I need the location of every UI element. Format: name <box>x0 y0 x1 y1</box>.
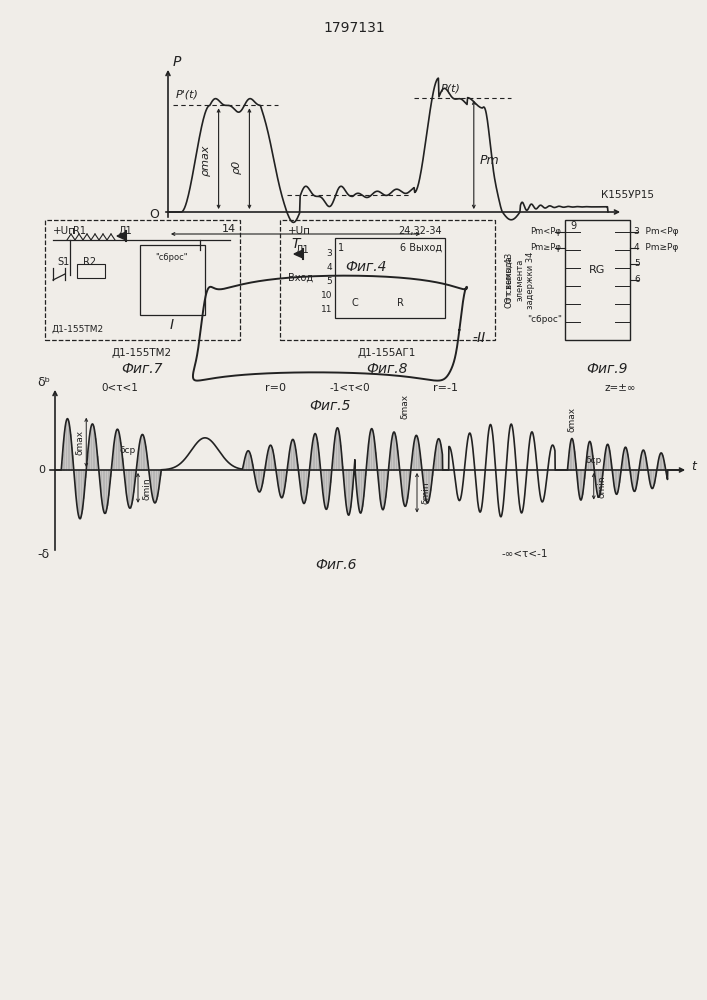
Text: 0<τ<1: 0<τ<1 <box>102 383 139 393</box>
Text: S1: S1 <box>57 257 69 267</box>
Text: δᵇ: δᵇ <box>37 376 50 389</box>
Bar <box>280 220 495 340</box>
Text: Pm≥Pφ: Pm≥Pφ <box>530 243 561 252</box>
Text: 11: 11 <box>320 304 332 314</box>
Text: δmin: δmin <box>597 475 607 498</box>
Text: -1<τ<0: -1<τ<0 <box>329 383 370 393</box>
Text: 4: 4 <box>327 262 332 271</box>
Polygon shape <box>294 250 303 258</box>
Bar <box>335 238 445 318</box>
Bar <box>140 245 205 315</box>
Text: 5: 5 <box>326 276 332 286</box>
Text: r=-1: r=-1 <box>433 383 457 393</box>
Text: Вход: Вход <box>288 273 313 283</box>
Text: +Uп: +Uп <box>288 226 311 236</box>
Text: 0: 0 <box>38 465 45 475</box>
Text: 9: 9 <box>570 221 576 231</box>
Text: P'(t): P'(t) <box>176 89 199 99</box>
Text: Д1: Д1 <box>118 226 132 236</box>
Text: -∞<τ<-1: -∞<τ<-1 <box>502 549 548 559</box>
Text: 5: 5 <box>634 259 640 268</box>
Text: 3  Pm<Pφ: 3 Pm<Pφ <box>634 228 679 236</box>
Text: 4  Pm≥Pφ: 4 Pm≥Pφ <box>634 243 679 252</box>
Text: 1797131: 1797131 <box>323 21 385 35</box>
Text: Д1-155АГ1: Д1-155АГ1 <box>358 348 416 358</box>
Text: ρmax: ρmax <box>201 144 211 176</box>
Text: δmin: δmin <box>142 477 151 500</box>
Text: Фиг.6: Фиг.6 <box>315 558 357 572</box>
Text: C: C <box>351 298 358 308</box>
Text: Фиг.8: Фиг.8 <box>366 362 408 376</box>
Text: -II: -II <box>472 331 485 345</box>
Text: δmax: δmax <box>567 407 576 432</box>
Text: Фиг.5: Фиг.5 <box>309 399 351 413</box>
Text: O: O <box>149 209 159 222</box>
Text: R: R <box>397 298 404 308</box>
Text: t: t <box>691 460 696 473</box>
Bar <box>77 264 105 278</box>
Text: 10: 10 <box>320 290 332 300</box>
Text: 14: 14 <box>222 224 236 234</box>
Text: ρ0: ρ0 <box>231 159 241 174</box>
Text: Pm<Pφ: Pm<Pφ <box>530 228 561 236</box>
Text: P: P <box>173 55 182 69</box>
Text: 24,32-34: 24,32-34 <box>398 226 442 236</box>
Text: Д1-155ТМ2: Д1-155ТМ2 <box>112 348 172 358</box>
Text: От схемы 43: От схемы 43 <box>506 252 515 308</box>
Text: R2: R2 <box>83 257 97 267</box>
Text: "сброс": "сброс" <box>527 316 563 324</box>
Text: Фиг.4: Фиг.4 <box>345 260 387 274</box>
Text: 6: 6 <box>634 275 640 284</box>
Text: δcp: δcp <box>586 456 602 465</box>
Text: Фиг.7: Фиг.7 <box>121 362 163 376</box>
Text: T: T <box>291 237 300 251</box>
Text: +Uп: +Uп <box>53 226 76 236</box>
Text: "сброс": "сброс" <box>156 253 188 262</box>
Text: I: I <box>170 318 174 332</box>
Text: 6 Выход: 6 Выход <box>400 243 442 253</box>
Text: Д1: Д1 <box>295 245 309 255</box>
Text: z=±∞: z=±∞ <box>604 383 636 393</box>
Text: Фиг.9: Фиг.9 <box>586 362 628 376</box>
Text: δmin: δmin <box>421 481 430 504</box>
Bar <box>565 220 630 340</box>
Text: 3: 3 <box>326 248 332 257</box>
Text: От выхода
элемента
задержки 34: От выхода элемента задержки 34 <box>505 251 535 309</box>
Text: Pm: Pm <box>480 153 499 166</box>
Bar <box>45 220 240 340</box>
Text: RG: RG <box>589 265 605 275</box>
Text: δmax: δmax <box>400 394 409 419</box>
Polygon shape <box>117 232 126 240</box>
Text: R1: R1 <box>74 226 86 236</box>
Text: δcp: δcp <box>119 446 136 455</box>
Text: 1: 1 <box>338 243 344 253</box>
Text: P(t): P(t) <box>440 84 461 94</box>
Text: К155УР15: К155УР15 <box>600 190 653 200</box>
Text: -δ: -δ <box>38 548 50 562</box>
Text: Д1-155ТМ2: Д1-155ТМ2 <box>51 325 103 334</box>
Text: δmax: δmax <box>75 430 84 455</box>
Text: r=0: r=0 <box>264 383 286 393</box>
